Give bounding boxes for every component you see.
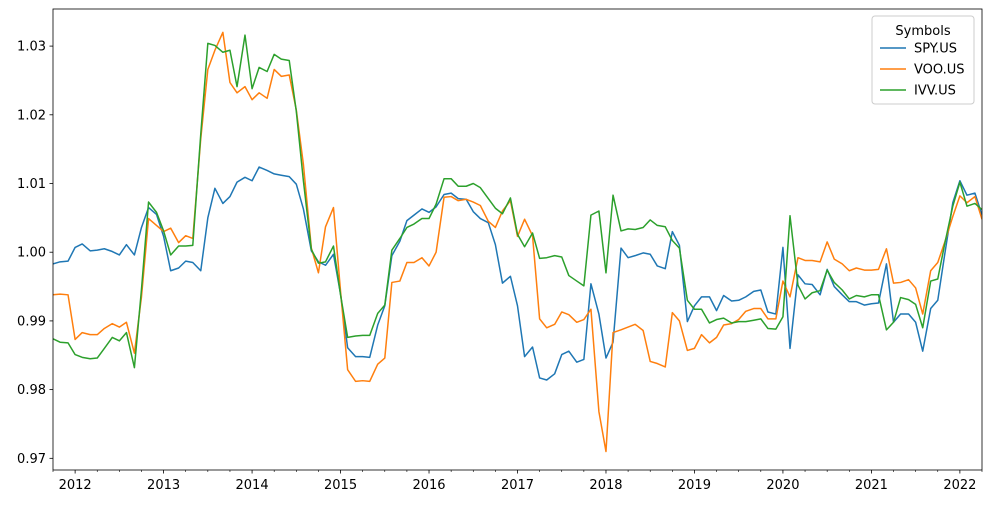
x-tick-label: 2014 bbox=[236, 478, 269, 493]
axes: 0.97 0.98 0.99 1.00 1.01 1.02 1.03 2012 2013 2014… bbox=[17, 8, 983, 493]
x-tick-label: 2013 bbox=[147, 478, 180, 493]
legend-label: SPY.US bbox=[914, 42, 957, 57]
legend-title: Symbols bbox=[895, 24, 950, 39]
y-tick-label: 1.01 bbox=[17, 177, 46, 192]
legend-label: VOO.US bbox=[914, 63, 965, 78]
series-line-voo-us bbox=[53, 31, 982, 453]
x-tick-label: 2018 bbox=[589, 478, 622, 493]
legend-box bbox=[871, 15, 975, 105]
y-tick-label: 0.97 bbox=[17, 452, 46, 467]
x-tick-label: 2021 bbox=[855, 478, 888, 493]
series-line-ivv-us bbox=[53, 34, 982, 369]
plot-area bbox=[53, 31, 982, 453]
y-tick-label: 1.00 bbox=[17, 246, 46, 261]
x-tick-label: 2016 bbox=[412, 478, 445, 493]
x-tick-label: 2020 bbox=[766, 478, 799, 493]
series-line-spy-us bbox=[53, 166, 982, 381]
x-tick-label: 2022 bbox=[943, 478, 976, 493]
x-tick-label: 2019 bbox=[678, 478, 711, 493]
x-tick-label: 2015 bbox=[324, 478, 357, 493]
y-tick-label: 0.98 bbox=[17, 383, 46, 398]
legend-label: IVV.US bbox=[914, 84, 956, 99]
y-tick-label: 0.99 bbox=[17, 314, 46, 329]
x-tick-label: 2017 bbox=[501, 478, 534, 493]
plot-frame bbox=[52, 8, 983, 471]
y-tick-label: 1.03 bbox=[17, 40, 46, 55]
x-tick-label: 2012 bbox=[59, 478, 92, 493]
y-tick-label: 1.02 bbox=[17, 108, 46, 123]
legend: Symbols SPY.US VOO.US IVV.US bbox=[871, 15, 975, 105]
